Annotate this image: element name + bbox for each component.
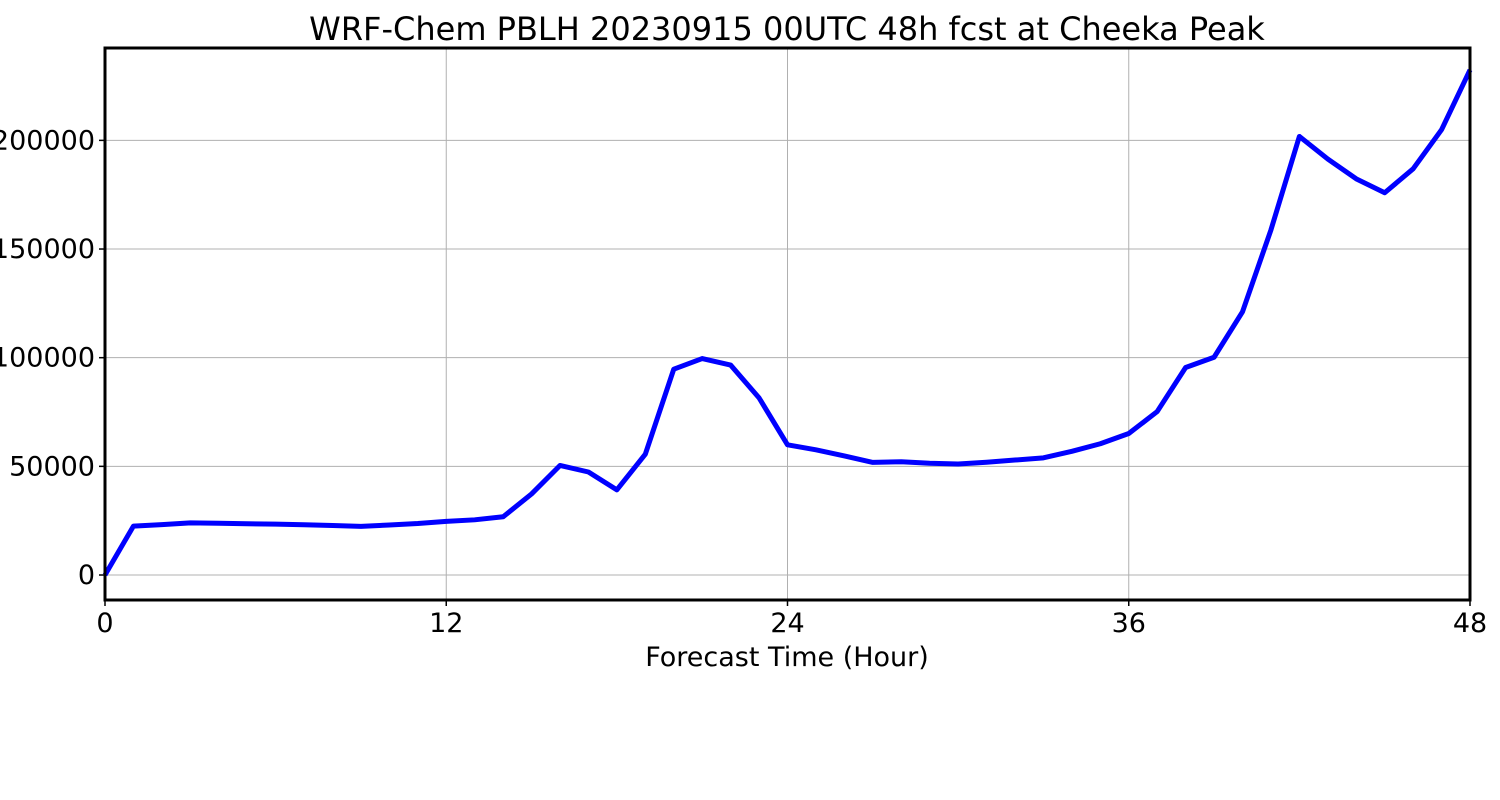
y-tick-label: 0: [78, 560, 95, 591]
x-axis-label: Forecast Time (Hour): [645, 642, 929, 673]
chart-title: WRF-Chem PBLH 20230915 00UTC 48h fcst at…: [309, 10, 1265, 48]
series-line-0: [102, 68, 1473, 577]
x-tick-label: 0: [96, 608, 113, 639]
x-tick-label: 12: [429, 608, 463, 639]
y-tick-label: 150000: [0, 234, 95, 265]
series-layer: [102, 68, 1473, 577]
y-tick-label: 200000: [0, 125, 95, 156]
grid: [104, 48, 1471, 600]
y-tick-label: 50000: [9, 451, 95, 482]
ticks: 0 12 24 36 48 0 50000 100000 150000 200000: [0, 125, 1487, 639]
x-tick-label: 24: [770, 608, 804, 639]
y-tick-label: 100000: [0, 343, 95, 374]
x-tick-label: 36: [1112, 608, 1146, 639]
x-tick-label: 48: [1453, 608, 1487, 639]
